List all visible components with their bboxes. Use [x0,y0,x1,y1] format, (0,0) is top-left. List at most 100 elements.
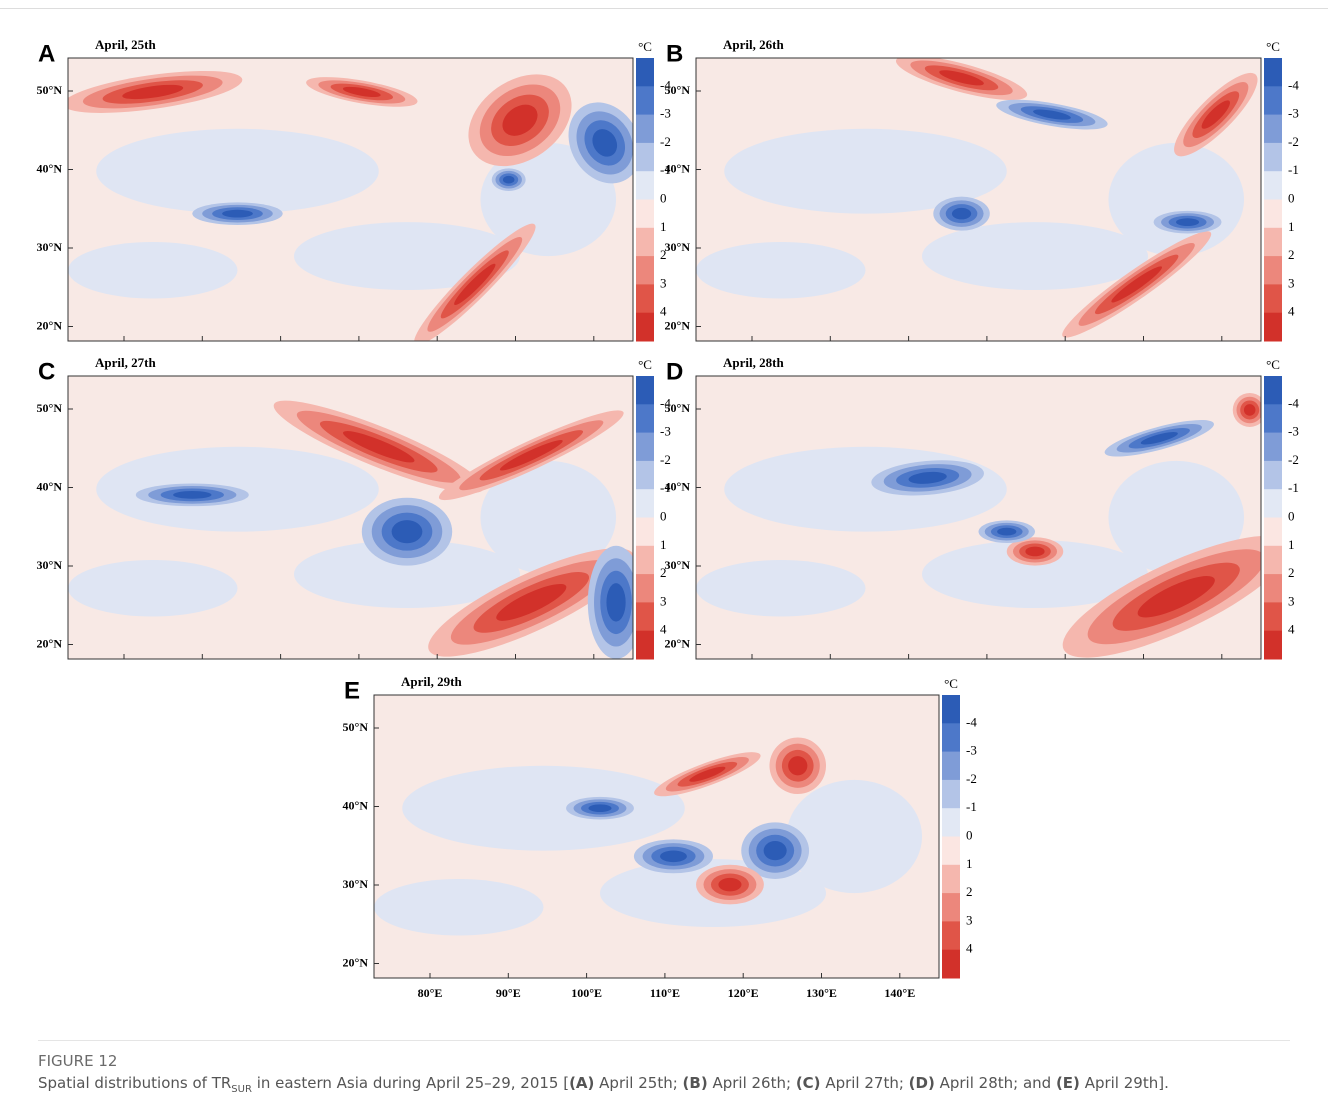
panel-date: April, 28th [723,355,784,370]
map-frame [373,694,940,979]
colorbar-label: 2 [1288,565,1295,580]
colorbar-label: -4 [660,77,671,92]
lat-label: 50°N [665,401,691,415]
colorbar-label: 0 [660,508,667,523]
colorbar-segment [1264,404,1282,434]
colorbar-label: 2 [660,247,667,262]
anomaly-blob [1201,100,1230,129]
colorbar-label: 1 [966,856,973,871]
caption-text: April 29th]. [1079,1074,1169,1092]
caption-text: April 27th; [820,1074,909,1092]
map-frame [695,375,1262,660]
field-blob [68,241,238,299]
field-blob [696,241,866,299]
colorbar-label: 3 [660,275,667,290]
colorbar-label: -1 [1288,480,1299,495]
colorbar-segment [942,864,960,894]
colorbar-segment [1264,545,1282,575]
colorbar-segment [1264,376,1282,405]
colorbar-segment [1264,312,1282,342]
field-blob [374,878,544,936]
colorbar-unit: °C [944,676,958,691]
colorbar-label: -3 [1288,424,1299,439]
colorbar-label: -3 [660,424,671,439]
colorbar-segment [636,199,654,229]
colorbar-segment [1264,171,1282,200]
colorbar-segment [942,751,960,781]
figure-label: FIGURE 12 [38,1052,118,1070]
colorbar-label: -2 [966,771,977,786]
lon-label: 100°E [571,986,602,1000]
lat-label: 20°N [665,318,691,332]
colorbar-label: -3 [966,743,977,758]
anomaly-blob [592,129,618,157]
colorbar-label: 4 [1288,304,1295,319]
caption: Spatial distributions of TRSUR in easter… [38,1074,1169,1095]
field-blob [724,446,1007,532]
field-blob [922,222,1148,291]
lat-label: 20°N [37,318,63,332]
panel-date: April, 25th [95,37,156,52]
anomaly-blob [763,841,787,861]
colorbar-unit: °C [638,39,652,54]
field-blob [294,540,520,609]
field-blob [786,779,923,894]
panel-date: April, 27th [95,355,156,370]
colorbar-label: 0 [1288,190,1295,205]
panel-letter: C [38,358,55,385]
colorbar-segment [1264,574,1282,603]
colorbar-segment [1264,489,1282,518]
colorbar-segment [636,227,654,257]
anomaly-blob [1140,432,1178,445]
lat-label: 30°N [37,240,63,254]
colorbar-label: 0 [660,190,667,205]
field-blob [96,128,379,214]
anomaly-blob [342,86,381,98]
lat-label: 40°N [37,479,63,493]
colorbar-segment [636,517,654,547]
lat-label: 40°N [665,161,691,175]
colorbar-segment [942,723,960,753]
colorbar-segment [636,142,654,172]
anomaly-blob [660,850,687,863]
anomaly-blob [939,70,984,86]
colorbar-segment [1264,630,1282,660]
caption-letter: (A) [569,1074,595,1092]
colorbar-label: -1 [660,480,671,495]
colorbar-label: 1 [660,537,667,552]
map [695,375,1262,660]
panel-letter: B [666,40,683,67]
map-field [374,737,923,936]
lat-label: 20°N [343,955,369,969]
caption-letter: (E) [1055,1074,1080,1092]
panel-date: April, 29th [401,674,462,689]
colorbar-segment [942,779,960,809]
colorbar-label: 3 [660,593,667,608]
anomaly-blob [1033,109,1071,120]
lat-label: 40°N [343,798,369,812]
anomaly-blob [391,520,423,544]
colorbar-label: 0 [1288,508,1295,523]
panel-letter: D [666,358,683,385]
anomaly-blob [951,207,972,220]
colorbar-label: -4 [1288,395,1299,410]
colorbar-label: -1 [660,162,671,177]
anomaly-blob [1025,546,1045,557]
colorbar-unit: °C [1266,357,1280,372]
anomaly-blob [343,431,415,463]
panel-letter: E [344,677,360,704]
colorbar-label: -2 [660,452,671,467]
field-blob [480,460,617,575]
colorbar-segment [636,171,654,200]
caption-text: in eastern Asia during April 25–29, 2015… [251,1074,570,1092]
colorbar-segment [1264,199,1282,229]
lat-label: 30°N [665,558,691,572]
colorbar-label: 1 [1288,219,1295,234]
anomaly-blob [689,766,726,782]
colorbar-segment [636,86,654,116]
field-blob [724,128,1007,214]
lat-label: 50°N [37,401,63,415]
anomaly-blob [908,471,947,484]
caption-letter: (B) [682,1074,708,1092]
